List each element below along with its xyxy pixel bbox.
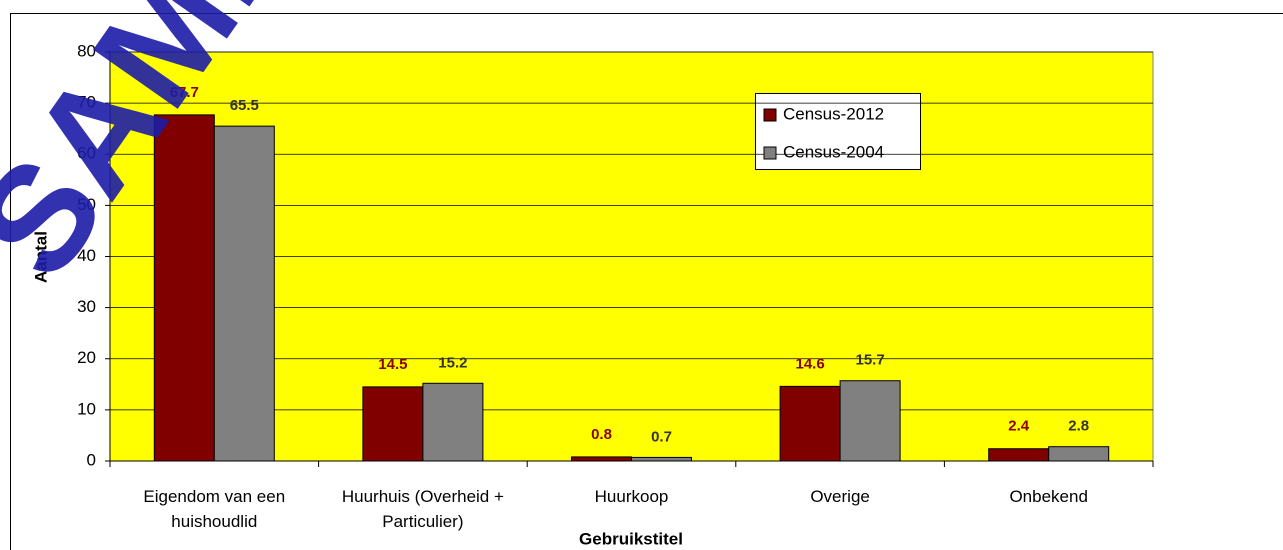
x-tick-label: Overige — [810, 487, 870, 506]
y-tick-label: 10 — [77, 399, 96, 418]
bar — [153, 114, 215, 462]
bar — [988, 448, 1050, 462]
data-label: 15.2 — [438, 354, 467, 371]
y-tick-label: 60 — [77, 144, 96, 163]
x-tick-label: Onbekend — [1009, 487, 1088, 506]
bar — [1048, 446, 1110, 462]
x-tick-label: Huurhuis (Overheid + Particulier) — [341, 487, 504, 531]
data-label: 65.5 — [230, 97, 259, 114]
legend-swatch — [763, 108, 777, 122]
y-tick-label: 70 — [77, 93, 96, 112]
y-tick-label: 0 — [87, 450, 96, 469]
bar — [362, 386, 424, 462]
bar — [571, 456, 632, 462]
y-tick-label: 40 — [77, 246, 96, 265]
data-label: 0.8 — [591, 426, 612, 443]
data-label: 14.5 — [378, 356, 407, 373]
y-axis-label: Aantal — [31, 231, 50, 283]
bar — [839, 380, 901, 462]
x-tick-label: Eigendom van een huishoudlid — [143, 487, 286, 531]
legend — [755, 93, 921, 170]
bar — [779, 385, 841, 462]
y-tick-label: 80 — [77, 41, 96, 60]
legend-swatch — [763, 146, 777, 160]
bar — [631, 456, 692, 462]
legend-label: Census-2012 — [783, 104, 884, 123]
y-tick-label: 20 — [77, 348, 96, 367]
data-label: 15.7 — [855, 352, 884, 369]
legend-label: Census-2004 — [783, 142, 884, 161]
y-tick-label: 50 — [77, 195, 96, 214]
data-label: 2.4 — [1008, 418, 1030, 435]
bar — [422, 382, 484, 462]
x-tick-label: Huurkoop — [594, 487, 669, 506]
data-label: 67.7 — [170, 84, 199, 101]
data-label: 14.6 — [795, 355, 824, 372]
data-label: 2.8 — [1068, 418, 1089, 435]
bar — [213, 125, 275, 462]
y-tick-label: 30 — [77, 297, 96, 316]
x-axis-label: Gebruikstitel — [579, 529, 683, 548]
data-label: 0.7 — [651, 428, 672, 445]
